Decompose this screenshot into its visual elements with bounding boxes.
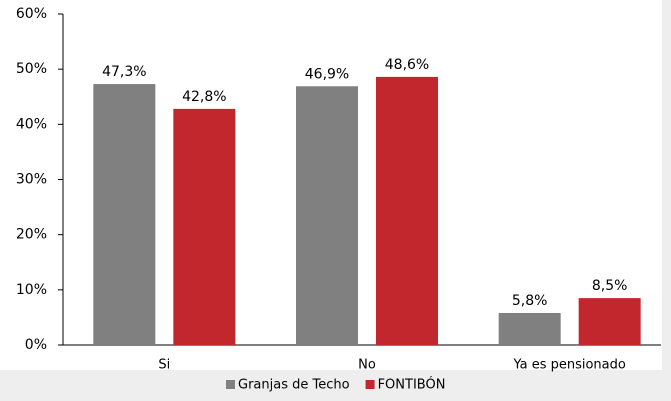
y-tick-label: 30% (16, 172, 47, 188)
value-label: 8,5% (592, 278, 628, 294)
bar (173, 108, 236, 346)
y-tick-label: 50% (16, 61, 47, 77)
bar (376, 76, 438, 345)
y-tick-label: 60% (16, 6, 47, 22)
legend-swatch (226, 380, 235, 389)
x-tick-label: No (358, 358, 376, 373)
legend-label: FONTIBÓN (378, 377, 446, 393)
y-tick-label: 0% (25, 337, 47, 353)
value-label: 5,8% (512, 293, 548, 309)
x-tick-label: Ya es pensionado (512, 358, 625, 373)
value-label: 47,3% (102, 64, 146, 80)
bar (93, 84, 156, 345)
value-label: 42,8% (182, 89, 226, 105)
legend-label: Granjas de Techo (238, 378, 350, 393)
y-tick-label: 40% (16, 116, 47, 132)
x-tick-label: Si (158, 358, 170, 373)
y-tick-label: 20% (16, 227, 47, 243)
legend-swatch (365, 380, 375, 389)
bar (498, 313, 561, 345)
value-label: 48,6% (385, 57, 429, 73)
bar (296, 86, 358, 345)
y-tick-label: 10% (16, 282, 47, 298)
value-label: 46,9% (305, 66, 349, 82)
bar (578, 298, 641, 345)
